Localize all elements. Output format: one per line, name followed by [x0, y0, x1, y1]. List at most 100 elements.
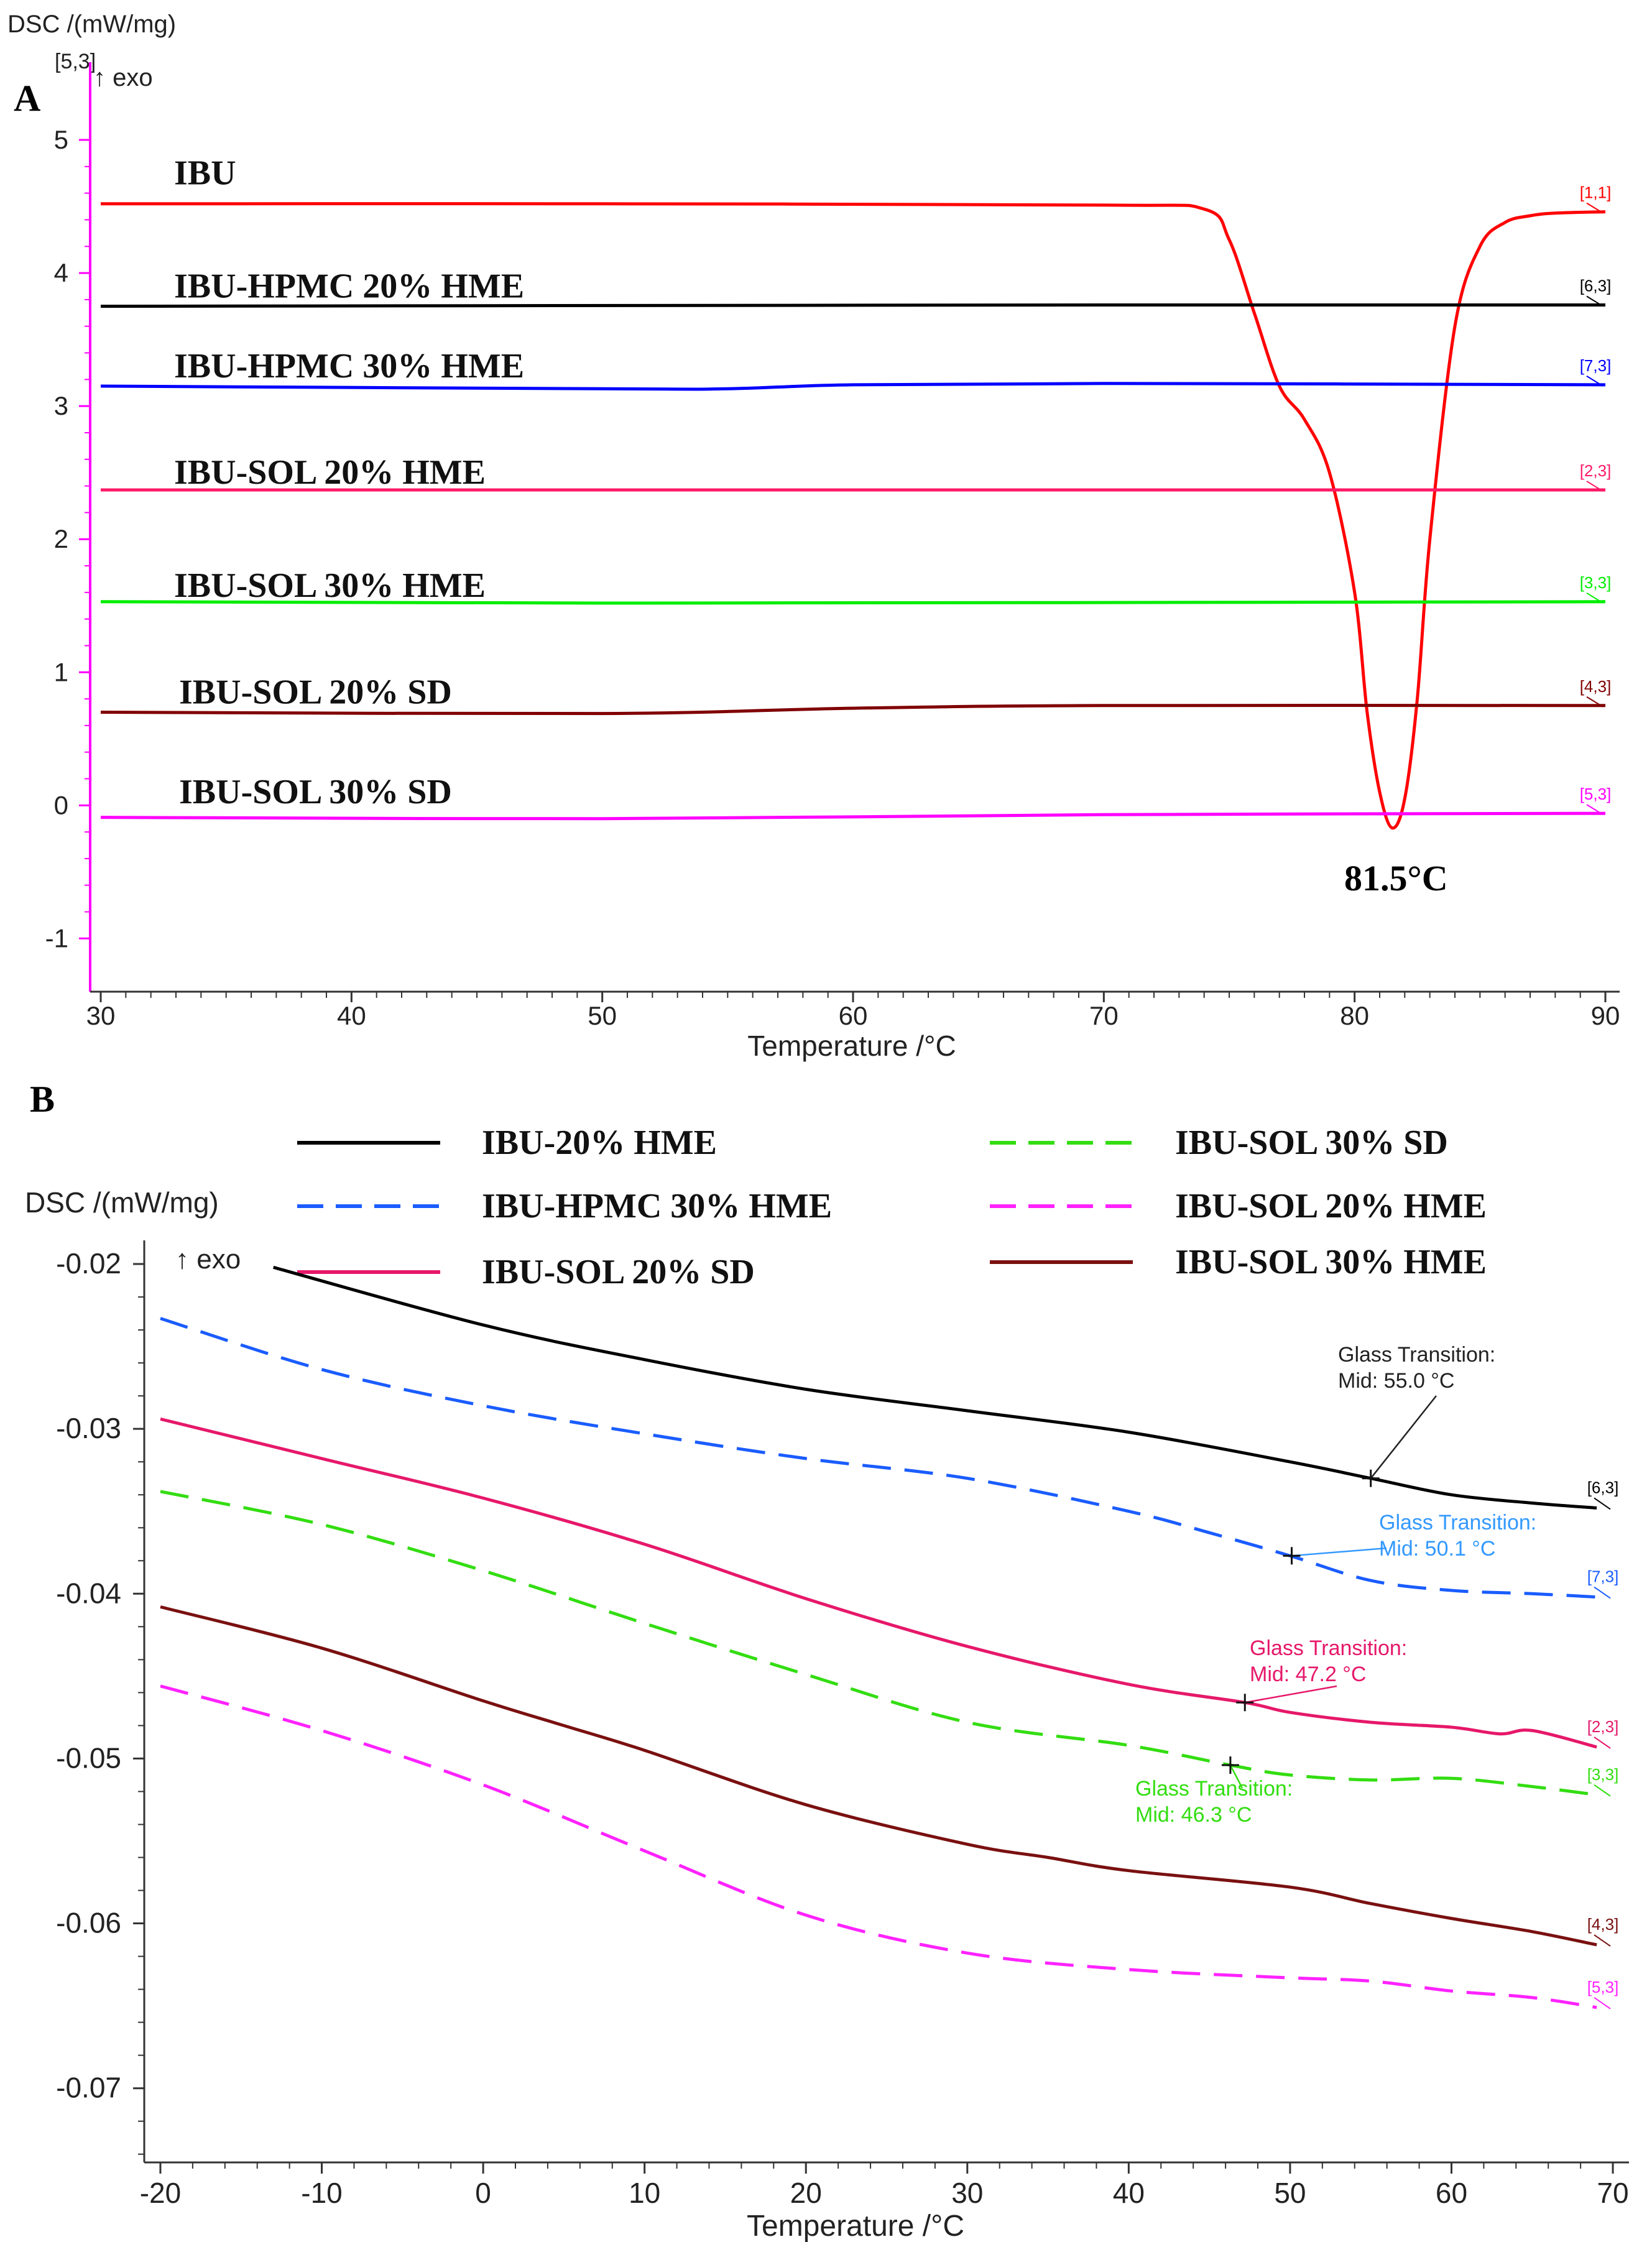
panel-b-xlabel: Temperature /°C — [747, 2210, 964, 2242]
panel-b-exo-label: ↑ exo — [175, 1244, 241, 1275]
panel-a-exo-label: ↑ exo — [93, 64, 153, 91]
panel-b-series-tag: [6,3] — [1587, 1478, 1619, 1497]
panel-b-annotation-value: Mid: 46.3 °C — [1135, 1803, 1252, 1827]
panel-a-series-tag-leader — [1586, 696, 1604, 708]
panel-a-series-line — [100, 382, 1606, 391]
panel-a-y-axis: 5 4 3 2 1 0 -1 — [45, 62, 91, 992]
panel-b-series-tag: [2,3] — [1587, 1717, 1619, 1736]
panel-a-series-tag: [3,3] — [1580, 573, 1612, 592]
panel-a-x-tick-label: 40 — [337, 1001, 366, 1030]
panel-b-annotation-title: Glass Transition: — [1338, 1343, 1495, 1367]
panel-a-series-tags: [1,1] [6,3] [7,3] [2,3] [3,3] [4,3] [5,3] — [1580, 183, 1612, 816]
panel-a-series-label: IBU-HPMC 30% HME — [174, 347, 524, 385]
panel-a-series-tag: [4,3] — [1580, 677, 1612, 696]
panel-b-ylabel: DSC /(mW/mg) — [25, 1186, 219, 1219]
panel-b-x-tick-label: 20 — [790, 2177, 822, 2209]
panel-b-legend-label: IBU-SOL 20% SD — [482, 1253, 755, 1291]
panel-a-series-line — [100, 703, 1606, 716]
panel-a-series-tag: [2,3] — [1580, 461, 1612, 480]
panel-b-annotation-leader — [1245, 1685, 1337, 1704]
panel-a-x-tick-label: 70 — [1089, 1001, 1119, 1030]
panel-b-legend-label: IBU-20% HME — [482, 1123, 717, 1162]
panel-b-x-tick-label: 50 — [1274, 2177, 1306, 2209]
panel-a-y-tick-label: 5 — [54, 125, 68, 154]
panel-b-legend-label: IBU-HPMC 30% HME — [482, 1187, 832, 1225]
panel-a-series-labels: IBU IBU-HPMC 20% HME IBU-HPMC 30% HME IBU-S… — [174, 154, 524, 811]
panel-b-x-tick-label: 60 — [1436, 2177, 1467, 2209]
panel-a-x-axis: 30 40 50 60 70 80 90 — [86, 990, 1620, 1030]
panel-b-series-tag: [3,3] — [1587, 1765, 1619, 1784]
panel-b-series-tag: [5,3] — [1587, 1978, 1619, 1996]
panel-b-y-axis: -0.02 -0.03 -0.04 -0.05 -0.06 -0.07 — [56, 1240, 145, 2162]
panel-b-annotation-leader — [1291, 1547, 1387, 1557]
panel-a-series-label: IBU — [174, 154, 236, 193]
panel-a-series-tag: [1,1] — [1580, 183, 1612, 202]
panel-b-label: B — [30, 1079, 55, 1120]
panel-a-series-tag-leader — [1586, 592, 1604, 604]
panel-b-series-tag-leader — [1594, 1996, 1611, 2009]
panel-a-series-line — [100, 202, 1606, 830]
panel-b-series-line — [160, 1317, 1597, 1599]
panel-a-y-tick-label: -1 — [45, 923, 68, 953]
panel-b-annotation-value: Mid: 47.2 °C — [1250, 1663, 1366, 1686]
panel-b-series-line — [160, 1605, 1597, 1947]
panel-b-annotation-title: Glass Transition: — [1250, 1636, 1407, 1660]
panel-a-series-label: IBU-HPMC 20% HME — [174, 267, 524, 305]
panel-b-x-tick-label: -10 — [301, 2177, 342, 2209]
panel-b-series-tag-leader — [1594, 1737, 1611, 1749]
panel-a-label: A — [14, 78, 40, 119]
panel-a-ylabel: DSC /(mW/mg) — [7, 11, 176, 38]
panel-a-y-tick-label: 2 — [54, 524, 68, 553]
panel-b-series-tag-leader — [1594, 1497, 1611, 1510]
panel-b-annotation-value: Mid: 55.0 °C — [1338, 1369, 1454, 1393]
panel-a-series-line — [100, 811, 1606, 821]
panel-a-series-tag: [6,3] — [1580, 276, 1612, 295]
panel-b-series-line — [160, 1417, 1597, 1749]
panel-b-series-tag: [4,3] — [1587, 1915, 1619, 1934]
panel-b-legend-label: IBU-SOL 30% HME — [1175, 1243, 1487, 1281]
panel-a-series-tag-leader — [1586, 376, 1604, 387]
panel-a-series-label: IBU-SOL 20% HME — [174, 453, 486, 492]
panel-b-series — [160, 1265, 1597, 2009]
panel-b-y-tick-label: -0.02 — [56, 1247, 121, 1280]
panel-b-legend-label: IBU-SOL 20% HME — [1175, 1187, 1487, 1225]
panel-a-y-tick-label: 0 — [54, 790, 68, 819]
panel-a-series — [100, 202, 1606, 830]
panel-b-x-tick-label: 70 — [1597, 2177, 1628, 2209]
panel-b-legend: IBU-20% HME IBU-HPMC 30% HME IBU-SOL 20% S… — [297, 1123, 1487, 1291]
panel-b-series-tag-leader — [1594, 1784, 1611, 1797]
panel-b-x-tick-label: 30 — [951, 2177, 983, 2209]
panel-a-x-tick-label: 30 — [86, 1001, 116, 1030]
panel-b-legend-label: IBU-SOL 30% SD — [1175, 1123, 1448, 1162]
panel-a-series-tag: [5,3] — [1580, 785, 1612, 803]
panel-b-y-tick-label: -0.07 — [56, 2072, 121, 2104]
panel-a-series-tag-leader — [1586, 481, 1604, 492]
panel-b-series-tag: [7,3] — [1587, 1567, 1619, 1586]
panel-b-x-tick-label: 10 — [629, 2177, 660, 2209]
panel-b-x-axis: -20 -10 0 10 20 30 40 50 60 70 — [140, 2161, 1629, 2209]
panel-b-annotation-value: Mid: 50.1 °C — [1379, 1537, 1495, 1561]
panel-b-x-tick-label: 40 — [1113, 2177, 1145, 2209]
panel-a-y-tick-label: 1 — [54, 657, 68, 686]
panel-a: A DSC /(mW/mg) [5,3] ↑ exo 5 4 3 2 1 0 -1 30 40… — [7, 11, 1620, 1062]
panel-a-series-label: IBU-SOL 30% SD — [179, 773, 452, 811]
panel-b-series-line — [160, 1490, 1597, 1797]
panel-b-x-tick-label: -20 — [140, 2177, 181, 2209]
panel-b-y-tick-label: -0.04 — [56, 1577, 121, 1609]
panel-b-annotation-title: Glass Transition: — [1379, 1511, 1536, 1534]
panel-b-series-tags: [6,3] [7,3] [2,3] [3,3] [4,3] [5,3] — [1587, 1478, 1619, 2009]
panel-a-y-tick-label: 4 — [54, 258, 68, 287]
panel-a-series-line — [100, 303, 1606, 308]
panel-a-series-tag: [7,3] — [1580, 356, 1612, 375]
panel-b: B DSC /(mW/mg) ↑ exo IBU-20% HME IBU-HPMC… — [25, 1079, 1629, 2242]
panel-a-series-tag-leader — [1586, 295, 1604, 307]
panel-b-series-tag-leader — [1594, 1934, 1611, 1947]
panel-b-series-line — [273, 1265, 1597, 1510]
panel-a-series-tag-leader — [1586, 202, 1604, 214]
panel-a-x-tick-label: 50 — [588, 1001, 617, 1030]
panel-a-y-tick-label: 3 — [54, 391, 68, 420]
panel-b-series-line — [160, 1684, 1597, 2009]
panel-a-x-tick-label: 90 — [1591, 1001, 1620, 1030]
